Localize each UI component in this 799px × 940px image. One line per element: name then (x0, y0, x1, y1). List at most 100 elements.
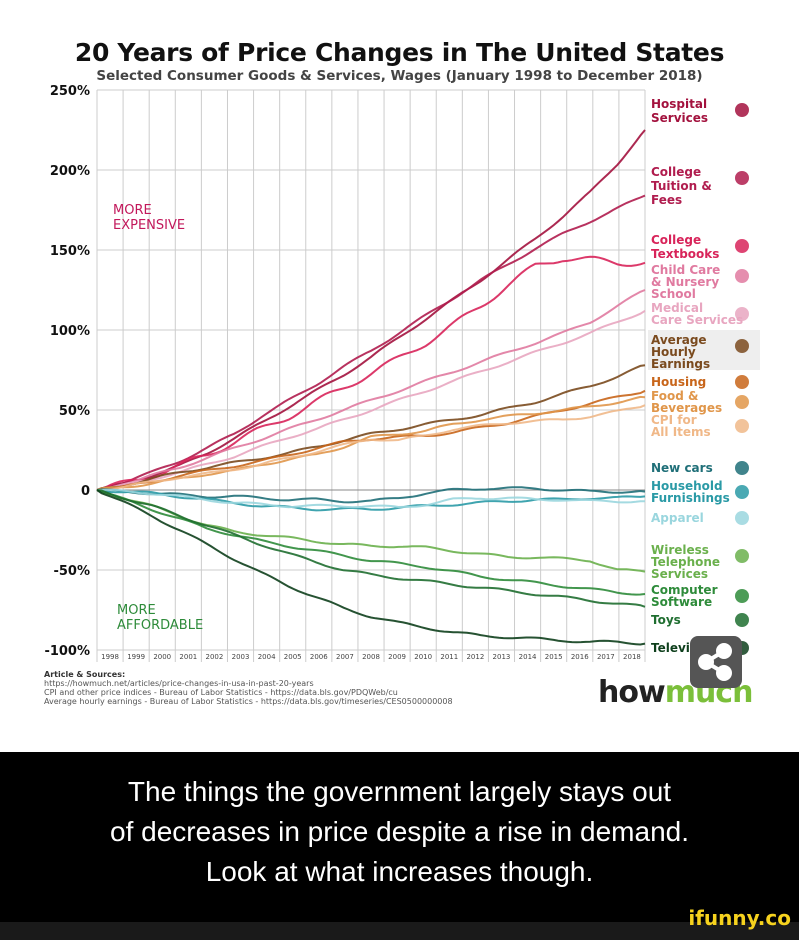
books-icon (735, 239, 749, 253)
series-line (96, 255, 646, 491)
watermark: ifunny.co (688, 906, 791, 930)
series-label: Medical (651, 301, 703, 315)
series-label: Average (651, 333, 707, 347)
share-button[interactable] (690, 636, 742, 688)
caption-line: Look at what increases though. (205, 856, 594, 887)
x-tick-label: 2000 (153, 653, 171, 661)
x-tick-label: 1999 (127, 653, 145, 661)
series-label: Textbooks (651, 247, 719, 261)
x-tick-label: 2006 (310, 653, 328, 661)
series-label: Toys (651, 613, 681, 627)
series-label: School (651, 287, 696, 301)
series-label: All Items (651, 425, 711, 439)
annotation-more-affordable: AFFORDABLE (117, 618, 203, 633)
y-tick-label: -100% (44, 644, 90, 659)
series-label: Household (651, 479, 723, 493)
x-tick-label: 2007 (336, 653, 354, 661)
series-label: Wireless (651, 543, 709, 557)
source-line: https://howmuch.net/articles/price-chang… (44, 679, 314, 688)
source-line: CPI and other price indices - Bureau of … (44, 688, 398, 697)
clothes-icon (735, 511, 749, 525)
chart-title: 20 Years of Price Changes in The United … (74, 38, 725, 67)
x-tick-label: 2002 (206, 653, 224, 661)
series-line (96, 309, 646, 492)
x-tick-label: 2013 (493, 653, 511, 661)
series-label: Software (651, 595, 712, 609)
series-label: College (651, 165, 701, 179)
source-line: Average hourly earnings - Bureau of Labo… (44, 697, 453, 706)
x-tick-label: 2001 (179, 653, 197, 661)
annotation-more-expensive: MORE (113, 203, 152, 218)
series-line (96, 364, 646, 491)
series-label: Hourly (651, 345, 696, 359)
chart-subtitle: Selected Consumer Goods & Services, Wage… (96, 68, 703, 84)
series-label: Telephone (651, 555, 720, 569)
series-label: College (651, 233, 701, 247)
x-tick-label: 2012 (466, 653, 484, 661)
x-tick-label: 1998 (101, 653, 119, 661)
y-tick-label: 0 (81, 484, 90, 499)
phone-icon (735, 549, 749, 563)
bottom-bar (0, 922, 799, 940)
series-line (96, 289, 646, 491)
series-line (96, 489, 646, 512)
series-label: Beverages (651, 401, 722, 415)
series-label: Care Services (651, 313, 743, 327)
series-label: New cars (651, 461, 713, 475)
series-label: Housing (651, 375, 706, 389)
series-label: Services (651, 111, 708, 125)
car-icon (735, 461, 749, 475)
series-line (96, 489, 646, 608)
sources-heading: Article & Sources: (44, 670, 126, 679)
series-label: Earnings (651, 357, 710, 371)
series-label: Furnishings (651, 491, 730, 505)
x-tick-label: 2011 (440, 653, 458, 661)
x-tick-label: 2014 (519, 653, 537, 661)
x-tick-label: 2003 (232, 653, 250, 661)
series-label: Hospital (651, 97, 707, 111)
toys-icon (735, 613, 749, 627)
series-label: Food & (651, 389, 698, 403)
caption-line: The things the government largely stays … (127, 776, 672, 807)
meme-caption: The things the government largely stays … (0, 752, 799, 922)
series-label: CPI for (651, 413, 697, 427)
x-tick-label: 2018 (623, 653, 641, 661)
food-icon (735, 395, 749, 409)
series-line (96, 404, 646, 492)
series-line (96, 486, 646, 504)
x-tick-label: 2005 (284, 653, 302, 661)
series-line (96, 129, 646, 491)
sources: Article & Sources: https://howmuch.net/a… (44, 670, 453, 706)
medical-hand-icon (735, 307, 749, 321)
howmuch-logo: howmuch (598, 675, 753, 710)
annotation-more-expensive: EXPENSIVE (113, 218, 185, 233)
caption-line: of decreases in price despite a rise in … (110, 816, 689, 847)
y-tick-label: 200% (50, 164, 90, 179)
x-tick-label: 2010 (414, 653, 432, 661)
chart: 250% 200% 150% 100% 50% 0 -50% -100% 1998 1999 200… (44, 84, 760, 662)
x-tick-label: 2017 (597, 653, 615, 661)
x-tick-label: 2009 (388, 653, 406, 661)
laptop-icon (735, 589, 749, 603)
series-line (96, 194, 646, 491)
family-icon (735, 269, 749, 283)
y-tick-label: 150% (50, 244, 90, 259)
y-tick-label: -50% (53, 564, 90, 579)
y-tick-label: 100% (50, 324, 90, 339)
x-tick-label: 2016 (571, 653, 589, 661)
series-label: Child Care (651, 263, 720, 277)
y-tick-label: 50% (59, 404, 90, 419)
x-tick-label: 2004 (258, 653, 276, 661)
series-label: Computer (651, 583, 718, 597)
series-label: Tuition & (651, 179, 712, 193)
series-label: Services (651, 567, 708, 581)
series-label: & Nursery (651, 275, 719, 289)
clock-dollar-icon (735, 339, 749, 353)
x-tick-label: 2008 (362, 653, 380, 661)
x-tick-label: 2015 (545, 653, 563, 661)
series-line (96, 489, 646, 646)
share-icon (698, 643, 732, 681)
house-icon (735, 375, 749, 389)
furnished-house-icon (735, 485, 749, 499)
series-label: Apparel (651, 511, 704, 525)
